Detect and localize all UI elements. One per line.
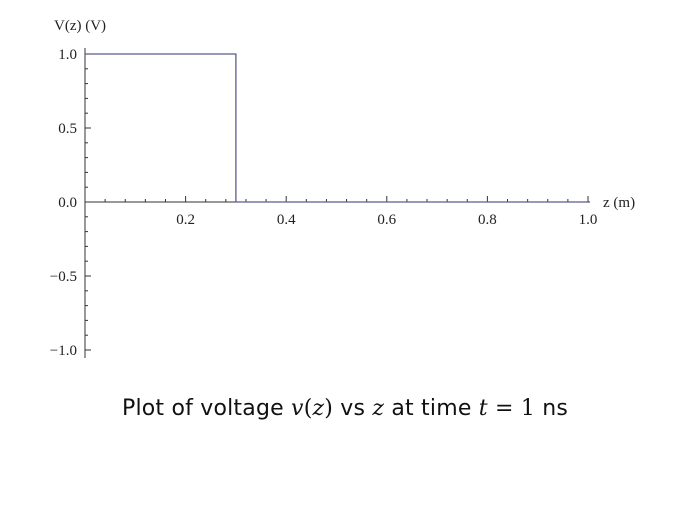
caption-equals-one: = 1 bbox=[487, 396, 536, 421]
caption-paren-open: ( bbox=[303, 396, 313, 421]
y-tick-label: 0.0 bbox=[58, 195, 77, 211]
x-tick-label: 0.6 bbox=[377, 212, 396, 228]
y-tick-label: −1.0 bbox=[50, 343, 77, 359]
x-tick-label: 0.8 bbox=[478, 212, 497, 228]
caption-vs: vs bbox=[333, 396, 373, 421]
x-axis-label: z (m) bbox=[603, 195, 635, 211]
x-tick-label: 1.0 bbox=[579, 212, 598, 228]
caption-var-z: z bbox=[312, 396, 325, 421]
figure-caption: Plot of voltage v(z) vs z at time t = 1 … bbox=[0, 396, 690, 421]
caption-var-t: t bbox=[478, 396, 488, 421]
tick-labels: 0.2 0.4 0.6 0.8 1.0 1.0 0.5 0.0 −0.5 −1.0 bbox=[50, 47, 598, 359]
axes bbox=[84, 48, 590, 358]
x-tick-label: 0.4 bbox=[277, 212, 296, 228]
voltage-plot: 0.2 0.4 0.6 0.8 1.0 1.0 0.5 0.0 −0.5 −1.0 V(z) (V… bbox=[50, 18, 635, 359]
x-tick-label: 0.2 bbox=[176, 212, 195, 228]
caption-at-time: at time bbox=[384, 396, 479, 421]
caption-prefix: Plot of voltage bbox=[121, 396, 292, 421]
caption-unit: ns bbox=[535, 396, 569, 421]
series bbox=[85, 53, 588, 203]
series-line bbox=[85, 53, 588, 203]
y-axis-label: V(z) (V) bbox=[54, 18, 106, 34]
caption-var-z-2: z bbox=[372, 396, 385, 421]
caption-func: v bbox=[291, 396, 304, 421]
y-tick-label: −0.5 bbox=[50, 269, 77, 285]
y-tick-label: 1.0 bbox=[58, 47, 77, 63]
y-tick-label: 0.5 bbox=[58, 121, 77, 137]
caption-paren-close: ) bbox=[324, 396, 334, 421]
ticks bbox=[85, 53, 589, 351]
